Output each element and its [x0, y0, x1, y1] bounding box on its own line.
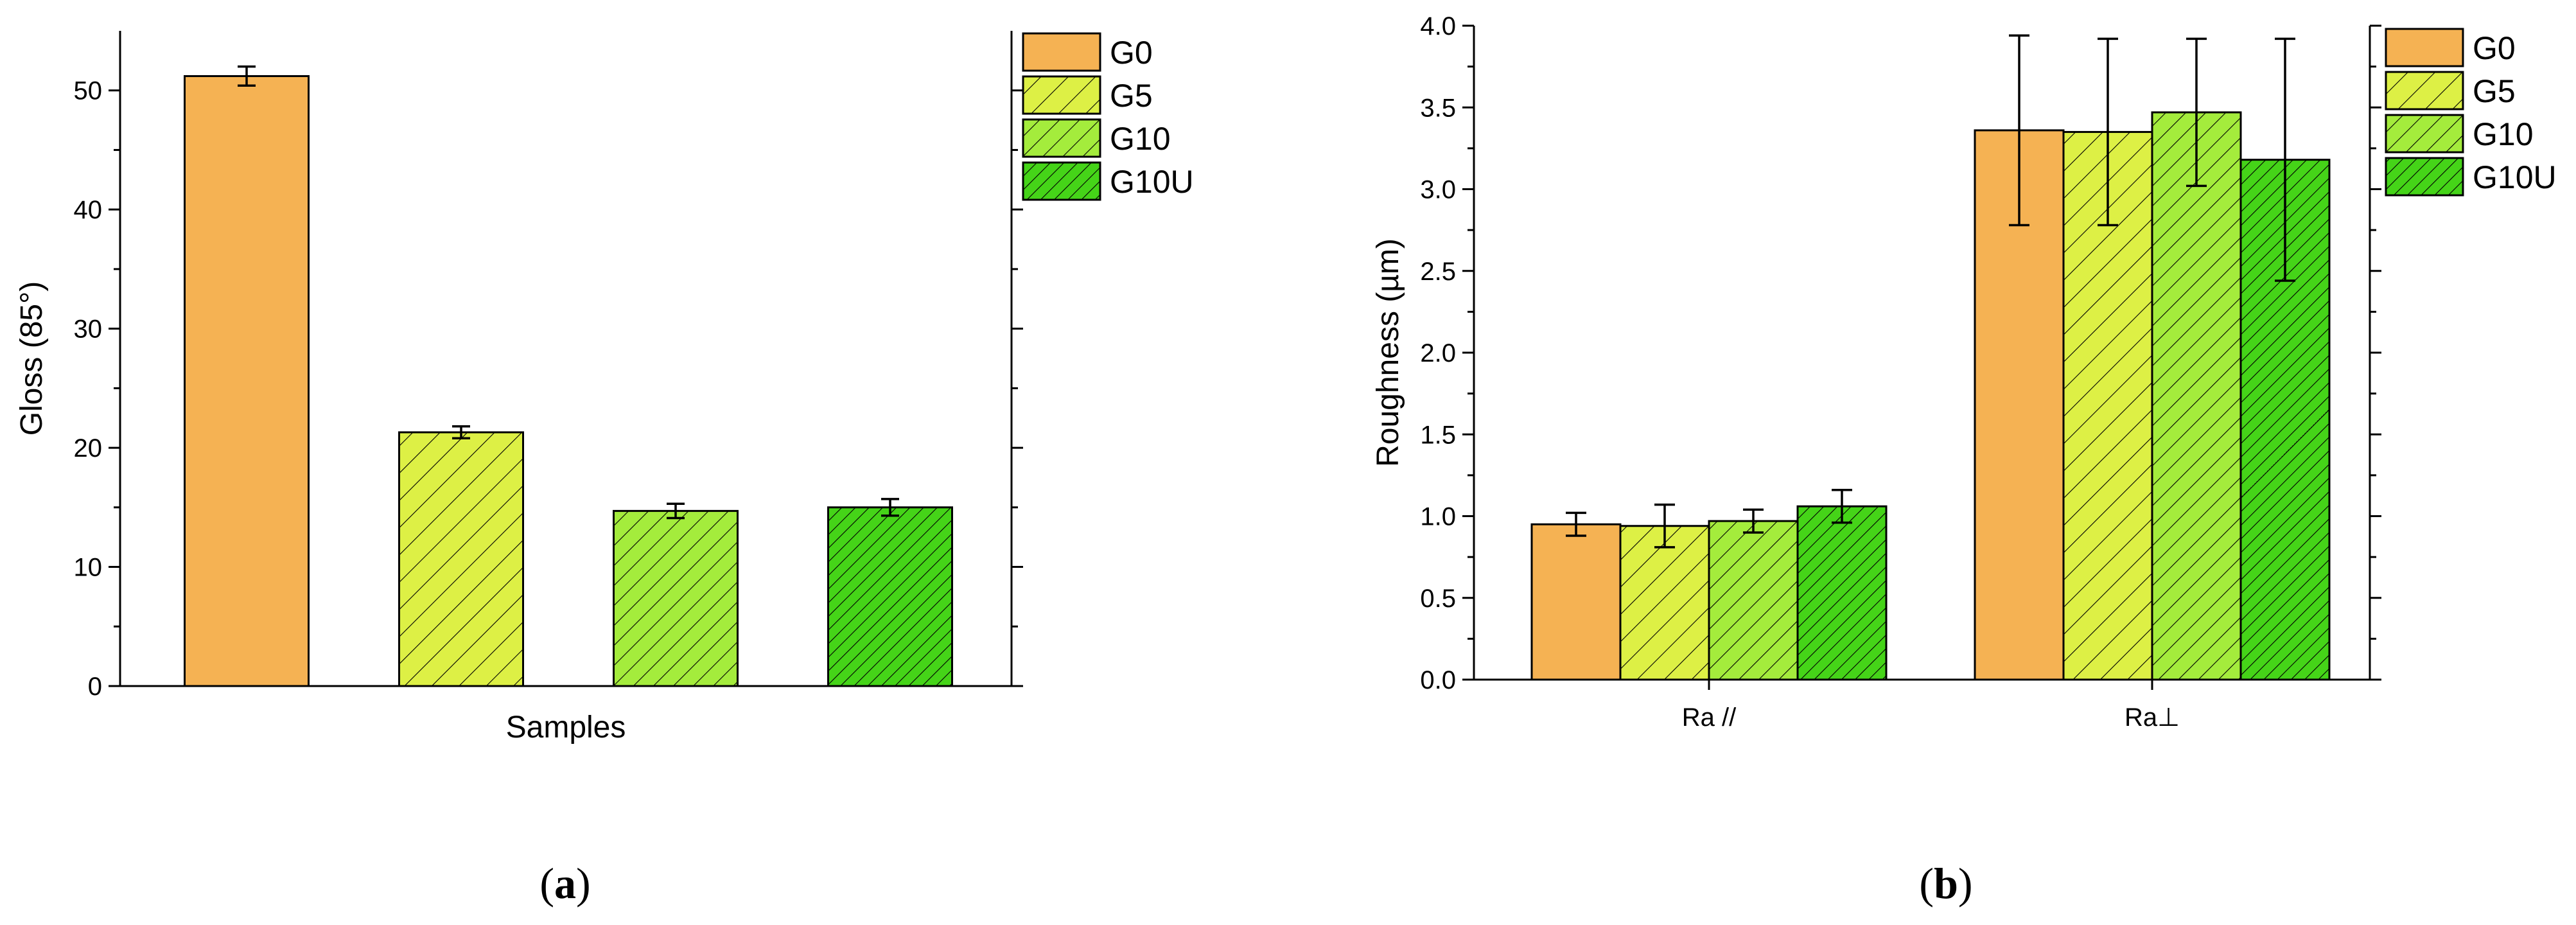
roughness-bar-g0-0: [1530, 523, 1622, 681]
roughness-errorbar-g0-0: [1566, 511, 1586, 537]
roughness-errorbar-g5-1: [2098, 37, 2118, 227]
roughness-legend-label-g10: G10: [2473, 116, 2534, 152]
roughness-bar-g10-1: [2151, 111, 2242, 681]
roughness-errorbar-g10-0: [1743, 508, 1764, 534]
roughness-legend-label-g10u: G10U: [2473, 159, 2557, 195]
panel-label-a: (a): [539, 859, 590, 908]
roughness-errorbar-g10u-1: [2275, 37, 2295, 282]
gloss-legend-swatch-g5: [1022, 75, 1101, 115]
roughness-legend-swatch-g10u: [2385, 157, 2464, 197]
roughness-legend-swatch-g10: [2385, 114, 2464, 154]
roughness-ytick-label: 2.0: [1420, 339, 1456, 367]
roughness-ytick-label: 0.0: [1420, 666, 1456, 694]
gloss-chart: 0 10 20 30 40 50 Samples Gloss (85°) G0 G5 G10 G10U: [15, 31, 1194, 744]
gloss-bar-g10u-0: [827, 506, 953, 687]
gloss-legend-label-g5: G5: [1110, 78, 1153, 114]
roughness-bar-g10-0: [1708, 520, 1799, 681]
panel-letter-b: b: [1934, 859, 1958, 908]
roughness-errorbar-g10-1: [2186, 37, 2207, 188]
roughness-errorbar-g0-1: [2009, 34, 2029, 227]
roughness-ytick-label: 1.5: [1420, 421, 1456, 449]
gloss-legend-swatch-g0: [1022, 32, 1101, 72]
roughness-category-label: Ra //: [1682, 703, 1737, 732]
roughness-legend-label-g5: G5: [2473, 73, 2516, 109]
gloss-errorbar-g10u-0: [881, 498, 899, 517]
roughness-yaxis-label: Roughness (µm): [1371, 238, 1405, 467]
gloss-ytick-label: 10: [74, 554, 103, 582]
gloss-legend-swatch-g10: [1022, 118, 1101, 158]
gloss-legend-label-g10: G10: [1110, 121, 1171, 157]
roughness-legend: G0 G5 G10 G10U: [2385, 28, 2557, 197]
gloss-ytick-label: 20: [74, 434, 103, 463]
roughness-bar-g10u-0: [1796, 505, 1888, 681]
roughness-bar-g5-0: [1619, 525, 1710, 681]
gloss-xaxis-label: Samples: [506, 710, 626, 744]
gloss-bar-g10-0: [613, 509, 739, 687]
roughness-ytick-label: 0.5: [1420, 585, 1456, 613]
roughness-ytick-label: 1.0: [1420, 503, 1456, 531]
panel-letter-a: a: [554, 859, 576, 908]
roughness-ytick-label: 3.5: [1420, 94, 1456, 122]
gloss-ytick-label: 40: [74, 196, 103, 224]
roughness-legend-swatch-g0: [2385, 28, 2464, 67]
gloss-errorbar-g0-0: [238, 65, 256, 87]
gloss-errorbar-g10-0: [667, 502, 685, 520]
gloss-ytick-label: 0: [88, 673, 102, 701]
gloss-legend-swatch-g10u: [1022, 161, 1101, 201]
gloss-errorbar-g5-0: [452, 425, 470, 440]
roughness-legend-swatch-g5: [2385, 71, 2464, 110]
panel-label-b: (b): [1919, 859, 1972, 908]
gloss-ytick-label: 50: [74, 77, 103, 105]
gloss-yaxis-label: Gloss (85°): [15, 281, 49, 436]
gloss-legend: G0 G5 G10 G10U: [1022, 32, 1194, 201]
roughness-chart: 0.0 0.5 1.0 1.5 2.0 2.5 3.0 3.5 4.0 Ra // Ra⊥ Rough…: [1371, 12, 2557, 732]
gloss-legend-label-g10u: G10U: [1110, 164, 1194, 200]
roughness-legend-label-g0: G0: [2473, 30, 2516, 66]
roughness-ytick-label: 2.5: [1420, 258, 1456, 286]
gloss-ytick-label: 30: [74, 315, 103, 344]
roughness-ytick-label: 3.0: [1420, 176, 1456, 204]
roughness-category-label: Ra⊥: [2125, 703, 2180, 732]
roughness-errorbar-g10u-0: [1832, 489, 1852, 524]
gloss-bar-g0-0: [184, 75, 310, 687]
gloss-legend-label-g0: G0: [1110, 35, 1153, 71]
gloss-axes-frame: [119, 31, 1013, 687]
roughness-errorbar-g5-0: [1654, 503, 1675, 549]
roughness-ytick-label: 4.0: [1420, 12, 1456, 40]
gloss-bar-g5-0: [398, 431, 524, 687]
